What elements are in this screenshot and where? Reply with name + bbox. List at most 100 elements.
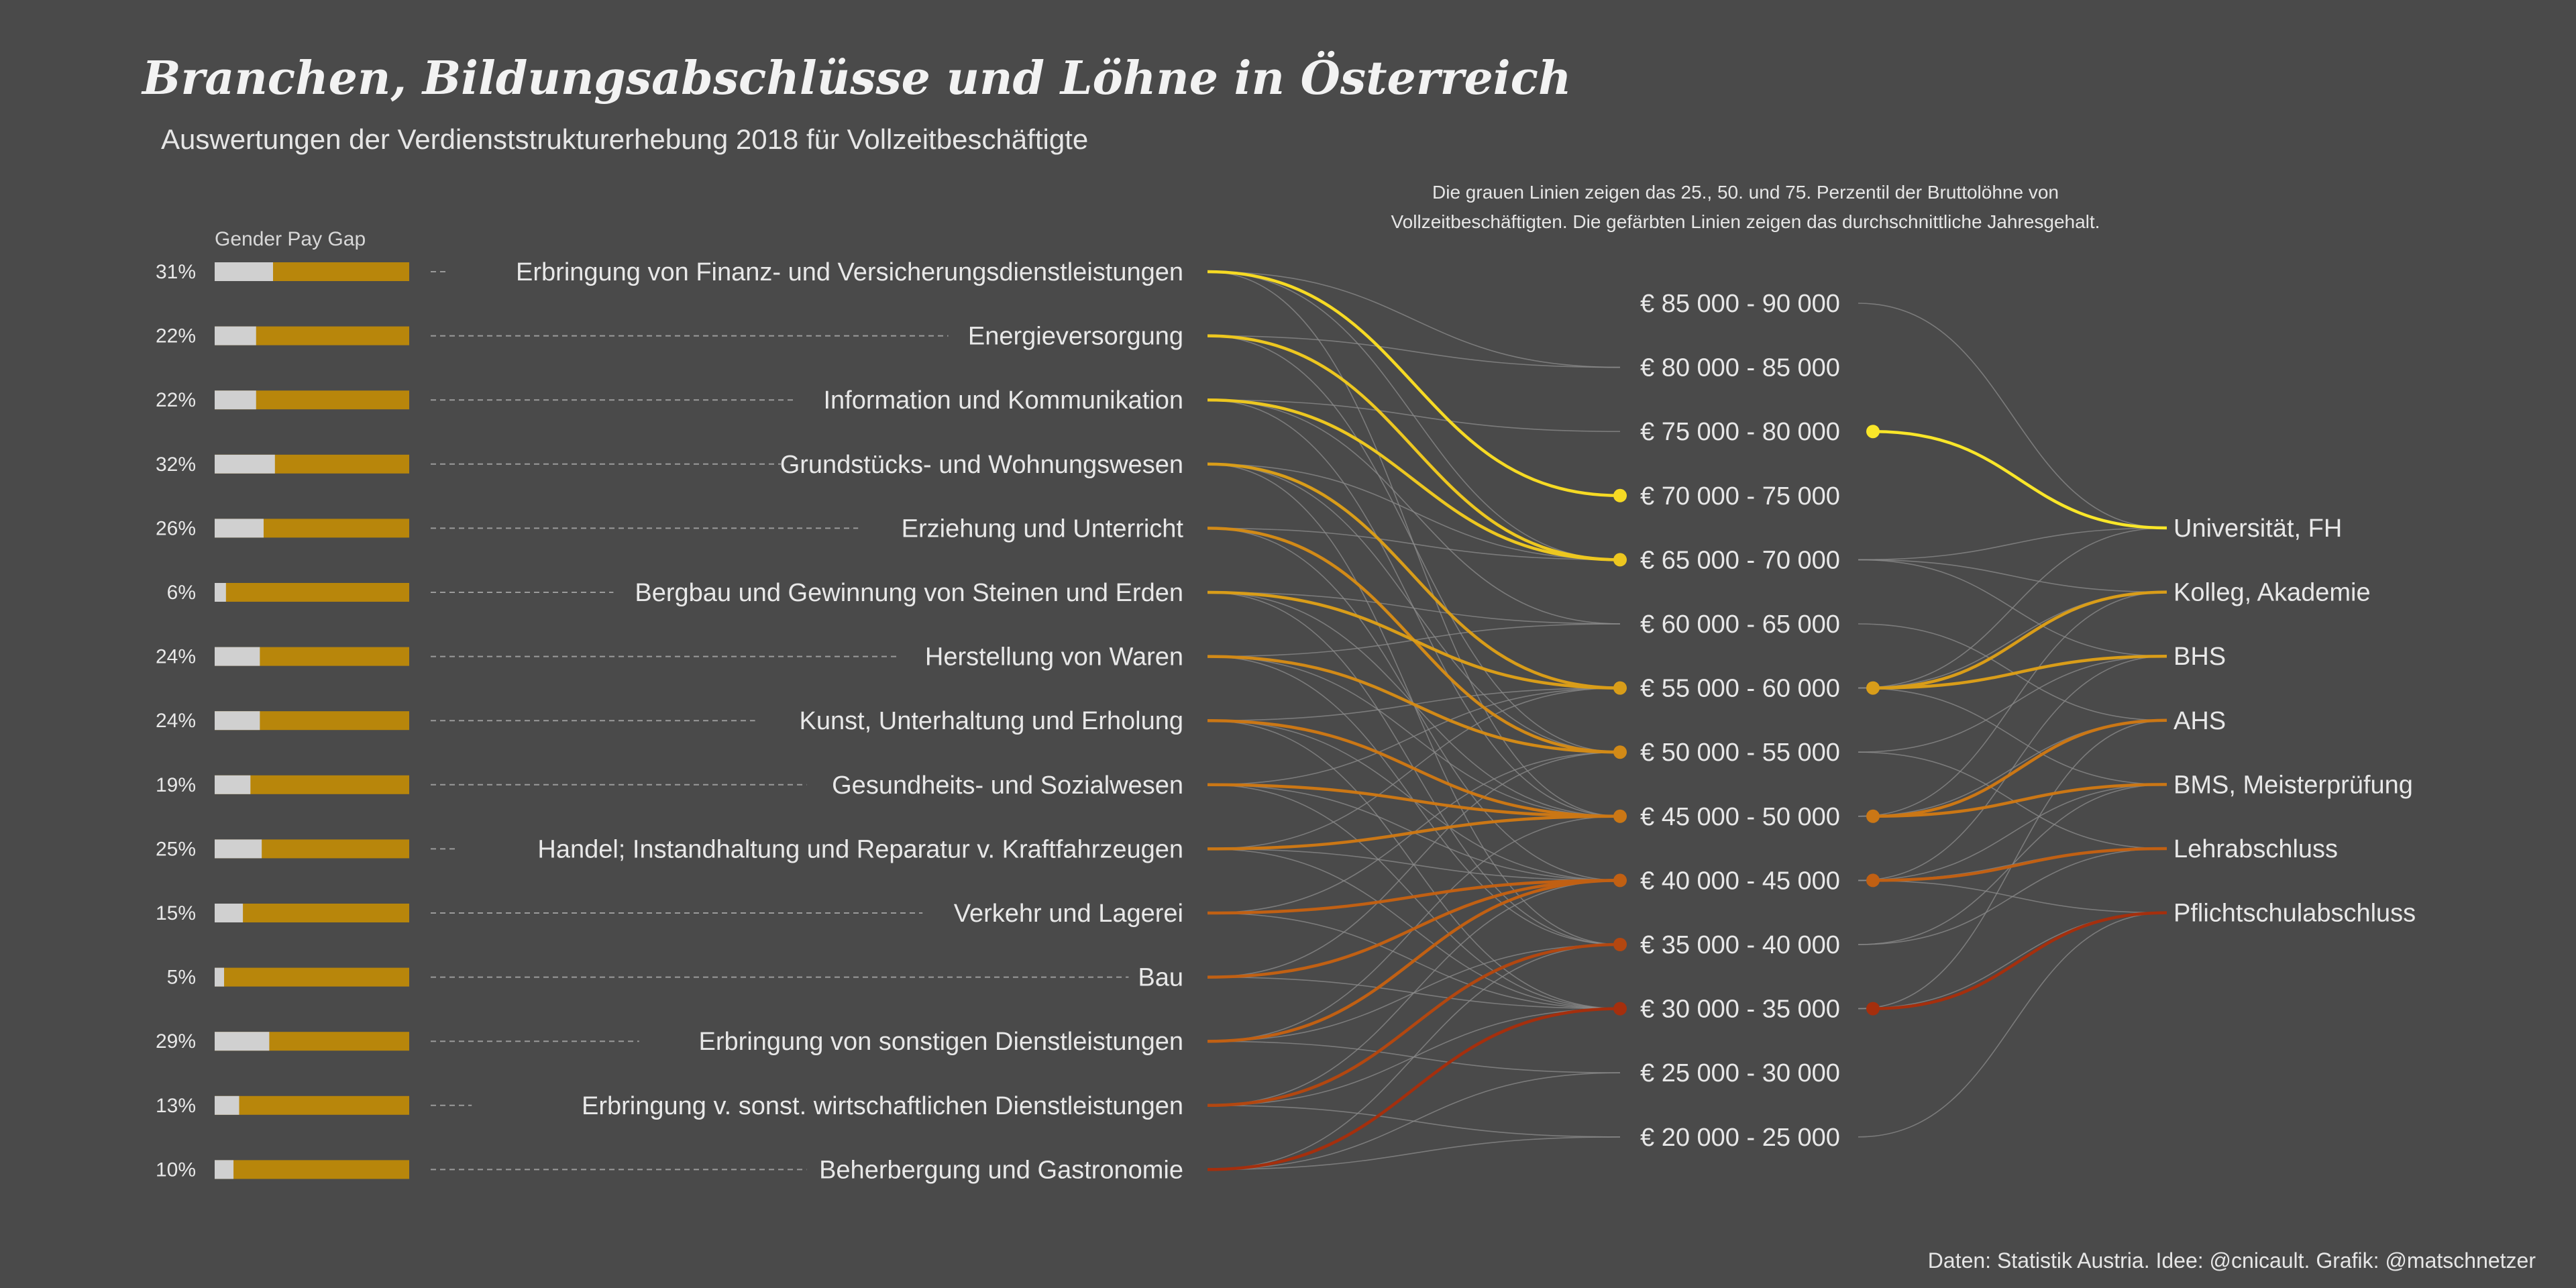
percentile-line: [1858, 879, 2167, 914]
industry-row: 22% Information und Kommunikation: [156, 386, 1183, 415]
gap-percent-label: 15%: [156, 902, 196, 924]
percentile-line: [1207, 687, 1621, 786]
mean-line: [1207, 1007, 1621, 1171]
mean-dot: [1613, 488, 1627, 502]
mean-dot: [1866, 873, 1880, 888]
mean-line: [1207, 879, 1621, 1043]
gap-bar-share: [215, 454, 275, 474]
salary-bracket-label: € 40 000 - 45 000: [1640, 867, 1840, 895]
industry-label: Beherbergung und Gastronomie: [819, 1156, 1183, 1184]
mean-line: [1872, 847, 2167, 882]
industry-row: 13% Erbringung v. sonst. wirtschaftlichen…: [156, 1092, 1183, 1120]
gap-percent-label: 29%: [156, 1030, 196, 1053]
mean-line: [1207, 879, 1621, 979]
percentile-line: [1207, 1136, 1621, 1171]
salary-bracket-label: € 50 000 - 55 000: [1640, 739, 1840, 767]
industry-label: Erbringung von sonstigen Dienstleistunge…: [699, 1028, 1183, 1056]
gap-percent-label: 22%: [156, 325, 196, 347]
gap-percent-label: 19%: [156, 774, 196, 796]
mean-dot: [1613, 873, 1627, 888]
education-label: AHS: [2174, 707, 2226, 735]
industry-row: 24% Kunst, Unterhaltung und Erholung: [156, 707, 1183, 735]
mean-line: [1207, 783, 1621, 818]
education-label: Pflichtschulabschluss: [2174, 900, 2416, 928]
mean-line: [1207, 462, 1621, 690]
percentile-line: [1207, 1072, 1621, 1171]
gap-percent-label: 22%: [156, 389, 196, 411]
industry-row: 25% Handel; Instandhaltung und Reparatur …: [156, 835, 1183, 863]
salary-bracket-label: € 60 000 - 65 000: [1640, 610, 1840, 639]
gender-pay-gap-header: Gender Pay Gap: [215, 228, 366, 250]
gap-bar-track: [215, 583, 409, 602]
percentile-line: [1207, 751, 1621, 978]
industry-label: Handel; Instandhaltung und Reparatur v. …: [537, 835, 1183, 863]
percentile-line: [1207, 399, 1621, 432]
salary-bracket-label: € 35 000 - 40 000: [1640, 931, 1840, 959]
industry-row: 19% Gesundheits- und Sozialwesen: [156, 771, 1183, 800]
gap-bar-share: [215, 519, 264, 538]
percentile-line: [1858, 687, 2167, 786]
gap-bar-track: [215, 1095, 409, 1115]
gap-bar-share: [215, 583, 226, 602]
percentile-line: [1207, 527, 1621, 561]
industry-label: Kunst, Unterhaltung und Erholung: [799, 707, 1183, 735]
gap-percent-label: 10%: [156, 1159, 196, 1181]
industry-row: 10% Beherbergung und Gastronomie: [156, 1156, 1183, 1184]
gap-bar-share: [215, 1032, 270, 1051]
industry-label: Grundstücks- und Wohnungswesen: [780, 451, 1183, 479]
chart-subtitle: Auswertungen der Verdienststrukturerhebu…: [161, 123, 1088, 155]
gap-percent-label: 24%: [156, 646, 196, 668]
percentile-line: [1858, 623, 2167, 721]
gap-bar-share: [215, 839, 262, 859]
gap-percent-label: 26%: [156, 517, 196, 539]
salary-brackets: € 85 000 - 90 000 € 80 000 - 85 000 € 75 0…: [1640, 290, 1840, 1152]
industry-label: Verkehr und Lagerei: [954, 900, 1183, 928]
mean-dot: [1613, 809, 1627, 823]
mean-dot: [1866, 1002, 1880, 1016]
industry-row: 32% Grundstücks- und Wohnungswesen: [156, 451, 1183, 479]
mean-line: [1207, 814, 1621, 851]
mean-line: [1872, 911, 2167, 1010]
note-line-1: Die grauen Linien zeigen das 25., 50. un…: [1432, 182, 2059, 203]
gap-percent-label: 31%: [156, 261, 196, 283]
gap-percent-label: 13%: [156, 1095, 196, 1117]
percentile-line: [1858, 527, 2167, 561]
industry-label: Erbringung v. sonst. wirtschaftlichen Di…: [582, 1092, 1183, 1120]
mean-dot: [1613, 1002, 1627, 1016]
industry-rows: 31% Erbringung von Finanz- und Versicheru…: [156, 258, 1183, 1184]
salary-bracket-label: € 45 000 - 50 000: [1640, 803, 1840, 831]
mean-line: [1872, 783, 2167, 818]
gap-bar-track: [215, 967, 409, 987]
mean-dot: [1613, 745, 1627, 759]
percentile-line: [1858, 559, 2167, 657]
salary-bracket-label: € 25 000 - 30 000: [1640, 1059, 1840, 1087]
education-label: Lehrabschluss: [2174, 835, 2338, 863]
industry-row: 5% Bau: [167, 964, 1183, 992]
percentile-line: [1858, 784, 2167, 881]
gap-bar-share: [215, 390, 256, 410]
percentile-line: [1207, 944, 1621, 1171]
gap-percent-label: 24%: [156, 710, 196, 732]
percentile-line: [1207, 592, 1621, 625]
mean-line: [1872, 718, 2167, 818]
salary-bracket-label: € 30 000 - 35 000: [1640, 996, 1840, 1024]
salary-bracket-label: € 20 000 - 25 000: [1640, 1124, 1840, 1152]
salary-bracket-label: € 70 000 - 75 000: [1640, 482, 1840, 511]
percentile-line: [1858, 655, 2167, 753]
gap-bar-share: [215, 967, 225, 987]
education-label: BHS: [2174, 643, 2226, 671]
mean-dot: [1866, 681, 1880, 695]
mean-line: [1207, 590, 1621, 690]
mean-line: [1207, 655, 1621, 754]
mean-line: [1207, 879, 1621, 915]
gap-bar-track: [215, 1160, 409, 1179]
mean-line: [1207, 334, 1621, 561]
mean-dot: [1866, 425, 1880, 439]
education-label: Universität, FH: [2174, 515, 2342, 543]
industry-label: Energieversorgung: [968, 323, 1183, 351]
industry-label: Herstellung von Waren: [925, 643, 1183, 672]
industry-row: 6% Bergbau und Gewinnung von Steinen und …: [167, 579, 1183, 607]
salary-bracket-label: € 85 000 - 90 000: [1640, 290, 1840, 318]
industry-row: 31% Erbringung von Finanz- und Versicheru…: [156, 258, 1183, 286]
